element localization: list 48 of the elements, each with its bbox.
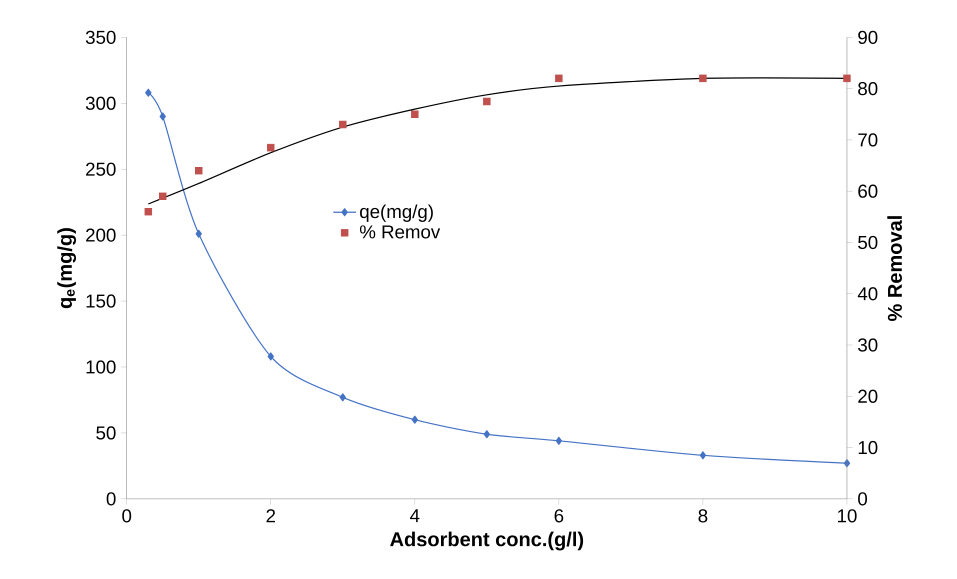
- point: [483, 98, 491, 106]
- point: [267, 144, 274, 152]
- x-tick-label: 10: [838, 509, 857, 523]
- y2-tick-label: 10: [858, 440, 878, 454]
- x-axis-title: Adsorbent conc.(g/l): [390, 532, 584, 550]
- point: [556, 436, 562, 445]
- y2-tick-label: 50: [858, 236, 878, 250]
- legend-label: qe(mg/g): [360, 204, 433, 222]
- y-tick-label: 200: [86, 228, 116, 242]
- y-axis-title: q$_{e}$(mg/g): [57, 228, 76, 308]
- y2-tick-label: 90: [858, 30, 878, 44]
- y2-axis-title: % Removal: [887, 216, 902, 322]
- y-tick-label: 350: [86, 30, 116, 44]
- point: [699, 74, 707, 82]
- point: [484, 430, 490, 438]
- x-tick-label: 0: [122, 509, 132, 523]
- point: [411, 110, 419, 118]
- point: [700, 451, 706, 460]
- point: [843, 74, 851, 82]
- y2-tick-label: 20: [858, 390, 878, 403]
- y2-tick-label: 70: [858, 133, 878, 147]
- point: [160, 112, 166, 121]
- point: [339, 120, 347, 128]
- x-tick-label: 6: [554, 509, 564, 523]
- y2-tick-label: 30: [858, 338, 878, 352]
- point: [340, 393, 346, 402]
- point: [268, 352, 274, 361]
- y-tick-label: 0: [106, 492, 116, 506]
- y-tick-label: 300: [86, 96, 116, 110]
- y2-tick-label: 40: [858, 287, 878, 300]
- y-tick-label: 250: [86, 162, 116, 176]
- y2-tick-label: 80: [858, 82, 878, 96]
- x-tick-label: 8: [698, 509, 708, 523]
- y-tick-label: 100: [86, 360, 116, 374]
- x-tick-label: 2: [266, 509, 276, 522]
- x-tick-label: 4: [410, 509, 420, 522]
- point: [144, 208, 152, 216]
- legend-label: % Remov: [360, 225, 440, 239]
- y-tick-label: 50: [96, 426, 116, 440]
- point: [195, 167, 202, 174]
- y2-tick-label: 0: [858, 492, 868, 506]
- y-tick-label: 150: [86, 294, 116, 308]
- point: [158, 192, 166, 200]
- point: [145, 88, 152, 97]
- point: [555, 74, 563, 82]
- point: [196, 230, 202, 238]
- y2-tick-label: 60: [858, 184, 878, 198]
- point: [412, 416, 418, 424]
